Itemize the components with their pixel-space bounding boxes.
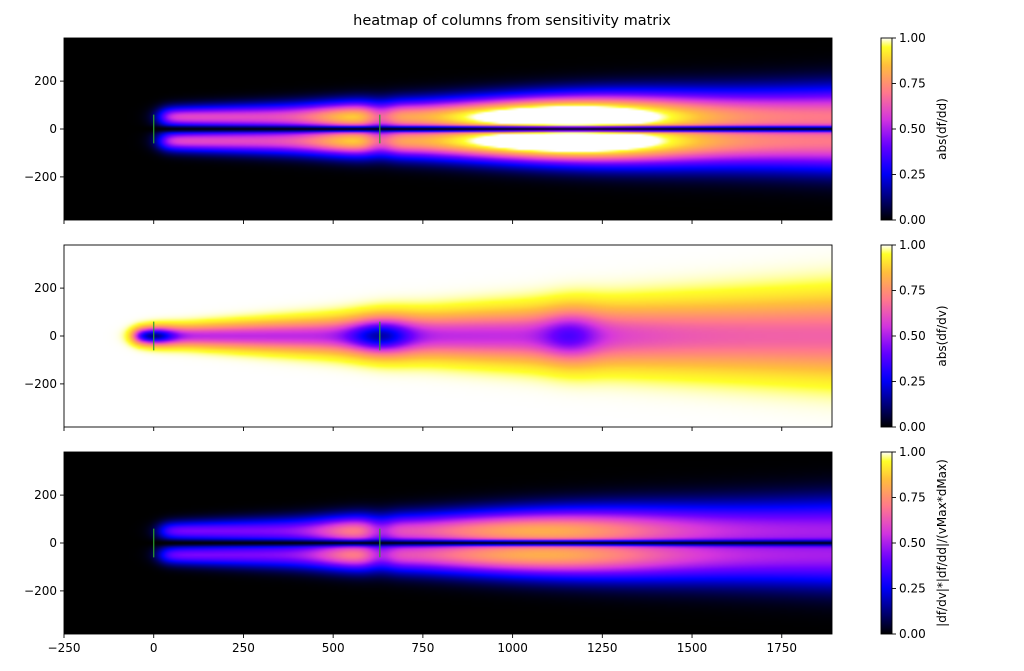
x-tick-label: 250 xyxy=(232,641,255,655)
panel-3: 200 0 −200 −250 0 250 500 750 1000 1250 1500 1750 0.… xyxy=(24,445,949,655)
y-tick-label: 200 xyxy=(34,281,57,295)
x-tick-label: 1500 xyxy=(677,641,708,655)
colorbar-tick-label: 0.00 xyxy=(899,627,926,641)
colorbar: 0.00 0.25 0.50 0.75 1.00 abs(df/dv) xyxy=(880,238,949,434)
y-tick-label: 0 xyxy=(49,536,57,550)
colorbar-tick-label: 1.00 xyxy=(899,31,926,45)
colorbar-tick-label: 1.00 xyxy=(899,445,926,459)
x-tick-label: 750 xyxy=(411,641,434,655)
colorbar-gradient xyxy=(880,451,893,635)
y-tick-label: 200 xyxy=(34,488,57,502)
y-tick-label: 200 xyxy=(34,74,57,88)
heatmap-image xyxy=(64,38,832,220)
colorbar-tick-label: 0.75 xyxy=(899,491,926,505)
y-tick-label: −200 xyxy=(24,377,57,391)
colorbar-tick-label: 0.50 xyxy=(899,329,926,343)
x-tick-label: 1750 xyxy=(766,641,797,655)
colorbar-tick-label: 1.00 xyxy=(899,238,926,252)
y-tick-label: 0 xyxy=(49,122,57,136)
y-tick-label: 0 xyxy=(49,329,57,343)
colorbar-label: abs(df/dd) xyxy=(935,98,949,160)
y-tick-label: −200 xyxy=(24,584,57,598)
colorbar-gradient xyxy=(880,37,893,221)
heatmap-image xyxy=(64,245,832,427)
panels-group: 2000−2000.000.250.500.751.00abs(df/dd)20… xyxy=(24,31,949,655)
colorbar-gradient xyxy=(880,244,893,428)
colorbar-label: |df/dv|*|df/dd|/(vMax*dMax) xyxy=(935,459,949,627)
y-tick-label: −200 xyxy=(24,170,57,184)
panel-2: 200 0 −200 0.00 0.25 0.50 0.75 1.00 abs(df/dv) xyxy=(24,238,949,434)
colorbar-tick-label: 0.50 xyxy=(899,536,926,550)
colorbar-tick-label: 0.50 xyxy=(899,122,926,136)
colorbar-tick-label: 0.25 xyxy=(899,375,926,389)
panel-1: 200 0 −200 0.00 0.25 0.50 0.75 1.00 abs(df/dd) xyxy=(24,31,949,227)
colorbar-tick-label: 0.25 xyxy=(899,168,926,182)
chart-title: heatmap of columns from sensitivity matr… xyxy=(353,13,671,29)
colorbar-tick-label: 0.75 xyxy=(899,284,926,298)
x-tick-label: 0 xyxy=(150,641,158,655)
x-tick-label: 1000 xyxy=(497,641,528,655)
x-tick-label: −250 xyxy=(48,641,81,655)
heatmap-image xyxy=(64,452,832,634)
x-tick-label: 500 xyxy=(322,641,345,655)
colorbar-tick-label: 0.75 xyxy=(899,77,926,91)
x-tick-label: 1250 xyxy=(587,641,618,655)
colorbar-label: abs(df/dv) xyxy=(935,305,949,366)
colorbar: 0.00 0.25 0.50 0.75 1.00 |df/dv|*|df/dd|/(vMa… xyxy=(880,445,949,641)
colorbar-tick-label: 0.00 xyxy=(899,420,926,434)
colorbar: 0.00 0.25 0.50 0.75 1.00 abs(df/dd) xyxy=(880,31,949,227)
colorbar-tick-label: 0.25 xyxy=(899,582,926,596)
colorbar-tick-label: 0.00 xyxy=(899,213,926,227)
